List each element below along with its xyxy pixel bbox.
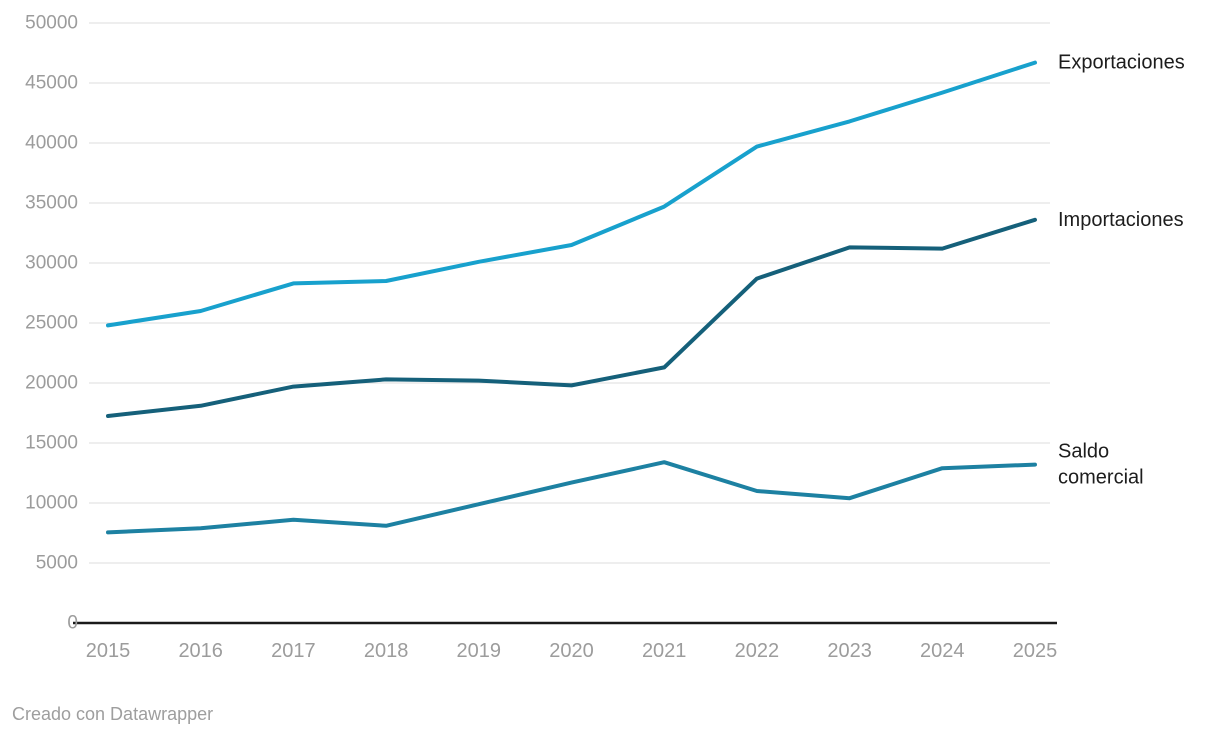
- series-label-exportaciones: Exportaciones: [1058, 52, 1185, 74]
- x-axis-tick-label: 2021: [642, 640, 687, 662]
- y-axis-tick-label: 20000: [25, 373, 78, 394]
- x-axis-tick-label: 2016: [178, 640, 223, 662]
- datawrapper-credit-link[interactable]: Creado con Datawrapper: [12, 704, 214, 724]
- y-axis-tick-label: 30000: [25, 253, 78, 274]
- y-axis-tick-label: 50000: [25, 13, 78, 34]
- y-axis-tick-label: 10000: [25, 493, 78, 514]
- y-axis-tick-label: 45000: [25, 73, 78, 94]
- y-axis-tick-label: 35000: [25, 193, 78, 214]
- series-line-importaciones: [106, 217, 1037, 418]
- x-axis-tick-label: 2019: [457, 640, 502, 662]
- y-axis-tick-label: 25000: [25, 313, 78, 334]
- series-label-saldo-comercial: Saldo comercial: [1058, 441, 1144, 489]
- x-axis-tick-label: 2017: [271, 640, 316, 662]
- x-axis-tick-label: 2018: [364, 640, 409, 662]
- series-line-saldo-comercial: [106, 460, 1037, 535]
- x-axis-tick-label: 2022: [735, 640, 780, 662]
- x-axis-tick-label: 2015: [86, 640, 131, 662]
- x-axis-tick-label: 2020: [549, 640, 594, 662]
- y-axis-tick-label: 5000: [36, 553, 78, 574]
- series-line-exportaciones: [106, 60, 1037, 328]
- y-axis-tick-label: 40000: [25, 133, 78, 154]
- series-label-importaciones: Importaciones: [1058, 209, 1184, 231]
- y-axis-tick-label: 15000: [25, 433, 78, 454]
- x-axis-tick-label: 2023: [827, 640, 872, 662]
- y-axis-tick-label: 0: [67, 613, 78, 634]
- x-axis-tick-label: 2024: [920, 640, 965, 662]
- x-axis-tick-label: 2025: [1013, 640, 1058, 662]
